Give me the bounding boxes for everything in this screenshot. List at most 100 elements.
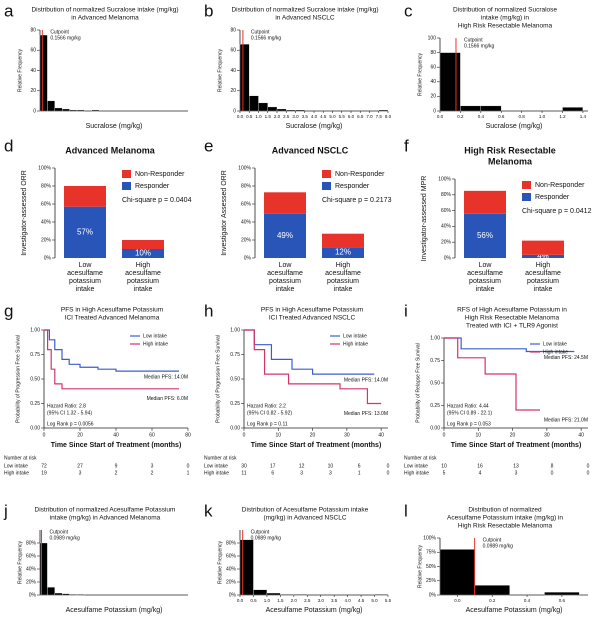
y-tick-label: 60% (441, 208, 452, 214)
stat-label: Hazard Ratio: 2.8 (47, 403, 86, 409)
risk-count: 0 (387, 470, 390, 476)
y-tick-label: 20% (241, 237, 252, 243)
bar (374, 594, 389, 596)
y-tick-label: 60 (30, 48, 36, 54)
bar (239, 44, 250, 112)
y-tick-label: 80% (241, 183, 252, 189)
x-tick-label: Low (279, 262, 293, 269)
bar (76, 109, 85, 112)
y-tick-label: 0.25 (230, 401, 240, 407)
y-axis-label: Probability of Progression Free Survival (15, 335, 21, 423)
x-tick-label: intake (134, 286, 153, 293)
stat-label: Chi-square p = 0.0404 (122, 197, 192, 204)
y-tick-label: 20% (441, 240, 452, 246)
y-tick-label: 40 (30, 68, 36, 74)
panel-label: d (4, 136, 13, 155)
cutpoint-label: 0.1566 mg/kg (251, 35, 282, 41)
y-axis-label: Investigator-assessed ORR (21, 170, 28, 256)
y-tick-label: 40% (226, 566, 237, 572)
risk-count: 2 (115, 470, 118, 476)
chart-title: Distribution of normalized Acesulfame Po… (35, 507, 176, 514)
risk-row-label: High intake (404, 470, 429, 476)
x-tick-label: 40 (578, 432, 584, 438)
y-tick-label: 0.00 (30, 425, 40, 431)
x-tick-label: 4.5 (320, 114, 327, 119)
bar (91, 109, 100, 112)
bar-segment (264, 213, 306, 258)
x-tick-label: 0 (43, 432, 46, 438)
risk-count: 3 (300, 470, 303, 476)
chart-title: Treated with ICI + TLR9 Agonist (466, 323, 558, 330)
x-tick-label: intake (334, 286, 353, 293)
x-tick-label: 0.5 (250, 598, 257, 603)
legend-swatch (322, 182, 331, 190)
median-label: Median PFS: 6.0M (147, 396, 188, 402)
chart-title: PFS in High Acesulfame Potassium (261, 307, 363, 314)
x-tick-label: 60 (149, 432, 155, 438)
bar (39, 34, 48, 112)
data-label: 57% (77, 227, 93, 236)
bar (293, 594, 308, 596)
x-tick-label: 0.2 (489, 598, 496, 603)
x-tick-label: 1.5 (277, 598, 284, 603)
bar (439, 549, 475, 596)
data-label: 56% (477, 231, 493, 240)
bar (54, 592, 63, 596)
x-axis-label: Sucralose (mg/kg) (486, 123, 543, 130)
x-tick-label: 3.5 (302, 114, 309, 119)
y-axis-label: Probability of Relapse Free Survival (415, 343, 421, 422)
risk-count: 1 (358, 470, 361, 476)
x-axis-label: Time Since Start of Treatment (months) (51, 442, 182, 449)
x-tick-label: 4.0 (311, 114, 318, 119)
y-axis-label: Relative Frequency (217, 48, 223, 92)
x-tick-label: intake (276, 286, 295, 293)
bar (39, 542, 48, 596)
legend-swatch (522, 181, 531, 189)
y-tick-label: 0.00 (230, 425, 240, 431)
panel-label: i (404, 301, 408, 320)
chart-title: Distribution of normalized Sucralose int… (231, 7, 378, 14)
data-label: 49% (277, 231, 293, 240)
median-label: Median PFS: 13.0M (344, 411, 388, 417)
x-tick-label: potassium (469, 278, 501, 285)
x-tick-label: potassium (69, 278, 101, 285)
x-tick-label: High (136, 262, 151, 269)
stat-label: (95% CI 0.89 - 22.1) (447, 410, 492, 416)
x-tick-label: acesulfame (67, 270, 103, 277)
bar-segment (464, 190, 506, 214)
x-tick-label: 1.0 (539, 114, 546, 119)
risk-count: 17 (270, 463, 276, 469)
stat-label: (95% CI 1.32 - 5.94) (47, 410, 92, 416)
bar-segment (522, 254, 564, 258)
y-tick-label: 100% (423, 535, 436, 541)
bar (62, 108, 70, 112)
panel-label: l (404, 501, 408, 520)
chart-title: Acesulfame Potassium intake (mg/kg) in (447, 515, 563, 522)
y-tick-label: 40% (26, 566, 37, 572)
stat-label: (95% CI 0.82 - 5.92) (247, 410, 292, 416)
risk-count: 3 (329, 470, 332, 476)
y-tick-label: 0.50 (30, 376, 40, 382)
x-tick-label: 30 (544, 432, 550, 438)
stat-label: Log Rank p = 0.053 (447, 421, 491, 427)
y-tick-label: 0.25 (430, 403, 440, 409)
survival-line (44, 329, 179, 390)
x-tick-label: potassium (269, 278, 301, 285)
legend-label: High intake (143, 341, 168, 347)
y-tick-label: 80 (430, 50, 436, 56)
x-tick-label: 20 (510, 432, 516, 438)
y-tick-label: 40% (441, 224, 452, 230)
cutpoint-label: Cutpoint (483, 537, 502, 543)
y-tick-label: 75% (426, 550, 437, 556)
y-tick-label: 40% (241, 219, 252, 225)
risk-count: 0 (387, 463, 390, 469)
risk-count: 3 (515, 470, 518, 476)
legend-swatch (322, 170, 331, 178)
cutpoint-label: 0.1566 mg/kg (464, 43, 495, 49)
chart-title: Melanoma (488, 156, 533, 166)
risk-count: 1 (187, 470, 190, 476)
risk-count: 13 (513, 463, 519, 469)
risk-row-label: Low intake (4, 463, 28, 469)
x-tick-label: 3.5 (331, 598, 338, 603)
y-tick-label: 0 (233, 108, 236, 114)
